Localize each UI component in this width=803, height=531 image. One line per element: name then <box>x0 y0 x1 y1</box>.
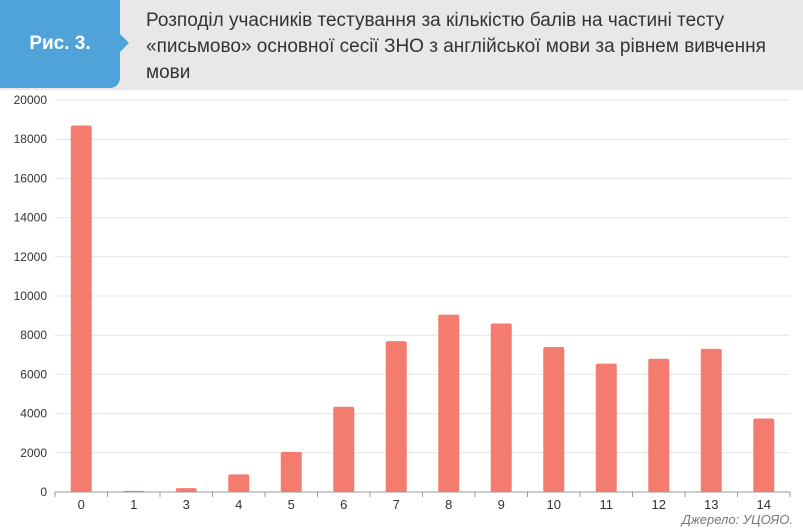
bar-0 <box>70 125 92 493</box>
y-tick-label: 12000 <box>14 250 48 264</box>
y-tick-label: 2000 <box>20 446 47 460</box>
bar-8 <box>438 314 460 492</box>
bar-3 <box>175 488 197 492</box>
chart-title: Розподіл учасників тестування за кількіс… <box>146 10 766 83</box>
bar-10 <box>543 346 565 492</box>
bar-12 <box>648 358 670 492</box>
bar-6 <box>333 406 355 492</box>
y-tick-label: 4000 <box>20 407 47 421</box>
x-tick-label: 4 <box>235 497 242 512</box>
figure-badge: Рис. 3. <box>0 0 120 88</box>
x-tick-label: 7 <box>393 497 400 512</box>
x-tick-label: 12 <box>652 497 666 512</box>
x-tick-label: 9 <box>498 497 505 512</box>
x-axis-ticks: 0 1 3 4 5 6 7 8 9 10 11 12 13 14 <box>54 492 791 512</box>
gridlines <box>55 99 790 493</box>
y-tick-label: 20000 <box>14 93 48 107</box>
x-tick-label: 14 <box>757 497 771 512</box>
source-note: Джерело: УЦОЯО. <box>681 512 793 527</box>
y-tick-label: 6000 <box>20 367 47 381</box>
badge-arrow-icon <box>120 34 129 52</box>
bar-13 <box>700 348 722 492</box>
x-tick-label: 10 <box>547 497 561 512</box>
figure-number: Рис. 3. <box>29 33 91 54</box>
x-tick-label: 3 <box>183 497 190 512</box>
y-tick-label: 8000 <box>20 328 47 342</box>
x-tick-label: 11 <box>600 497 614 512</box>
bar-5 <box>280 451 302 492</box>
bar-chart: 0200040006000800010000120001400016000180… <box>14 93 791 512</box>
y-tick-label: 0 <box>40 485 47 499</box>
y-tick-label: 10000 <box>14 289 48 303</box>
bar-9 <box>490 323 512 492</box>
bar-14 <box>753 418 775 492</box>
y-axis-ticks: 0 2000 4000 6000 8000 10000 12000 14000 16000 180… <box>14 93 48 499</box>
y-tick-label: 18000 <box>14 132 48 146</box>
x-tick-label: 8 <box>445 497 452 512</box>
bars <box>70 125 775 493</box>
bar-4 <box>228 474 250 492</box>
x-tick-label: 1 <box>130 497 137 512</box>
x-tick-label: 6 <box>340 497 347 512</box>
bar-7 <box>385 341 407 492</box>
bar-11 <box>595 363 617 492</box>
x-tick-label: 0 <box>78 497 85 512</box>
chart-header: Рис. 3. Розподіл учасників тестування за… <box>0 0 803 90</box>
x-tick-label: 13 <box>704 497 718 512</box>
x-tick-label: 5 <box>288 497 295 512</box>
y-tick-label: 14000 <box>14 211 48 225</box>
y-tick-label: 16000 <box>14 171 48 185</box>
